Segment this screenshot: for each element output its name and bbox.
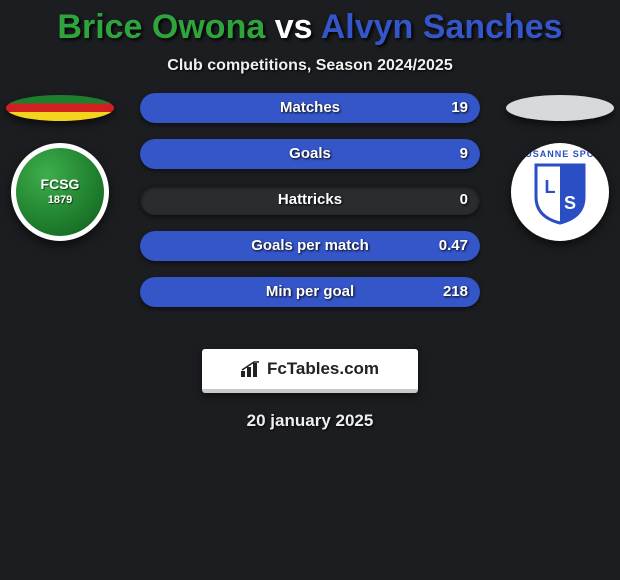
title-vs: vs [265,8,320,46]
source-label: FcTables.com [267,359,379,379]
bar-value-right: 0 [460,185,468,215]
bar-value-right: 0.47 [439,231,468,261]
source-badge[interactable]: FcTables.com [202,349,418,393]
subtitle: Club competitions, Season 2024/2025 [0,57,620,75]
chart-icon [241,361,261,377]
player1-club-badge: FCSG 1879 [11,143,109,241]
player1-column: FCSG 1879 [0,95,120,241]
stat-bar: Matches19 [140,93,480,123]
bar-label: Goals [140,139,480,169]
fcsg-text-top: FCSG [41,176,80,192]
bar-label: Min per goal [140,277,480,307]
date-label: 20 january 2025 [0,411,620,431]
stat-bar: Goals9 [140,139,480,169]
fcsg-badge-text: FCSG 1879 [41,177,80,207]
player2-flag-icon [506,95,614,121]
player2-club-badge: LAUSANNE SPORT L S [511,143,609,241]
title-player2: Alvyn Sanches [321,8,563,46]
lausanne-arc-text: LAUSANNE SPORT [511,149,609,159]
title-player1: Brice Owona [57,8,265,46]
lausanne-shield-icon: L S [532,163,588,225]
lausanne-badge-icon: LAUSANNE SPORT L S [511,143,609,241]
svg-text:L: L [545,177,556,197]
page-title: Brice Owona vs Alvyn Sanches [0,8,620,47]
stat-bar: Hattricks0 [140,185,480,215]
comparison-card: Brice Owona vs Alvyn Sanches Club compet… [0,0,620,431]
bar-label: Goals per match [140,231,480,261]
stat-bar: Min per goal218 [140,277,480,307]
player1-flag-icon [6,95,114,121]
comparison-body: FCSG 1879 LAUSANNE SPORT L S [0,103,620,343]
bar-label: Hattricks [140,185,480,215]
bar-value-right: 19 [451,93,468,123]
stat-bar: Goals per match0.47 [140,231,480,261]
fcsg-text-mid: 1879 [48,194,72,206]
player2-column: LAUSANNE SPORT L S [500,95,620,241]
bar-value-right: 9 [460,139,468,169]
bar-label: Matches [140,93,480,123]
svg-text:S: S [564,193,576,213]
fcsg-badge-icon: FCSG 1879 [11,143,109,241]
bar-value-right: 218 [443,277,468,307]
stat-bars: Matches19 Goals9 Hattricks0 Goals per match… [140,93,480,323]
